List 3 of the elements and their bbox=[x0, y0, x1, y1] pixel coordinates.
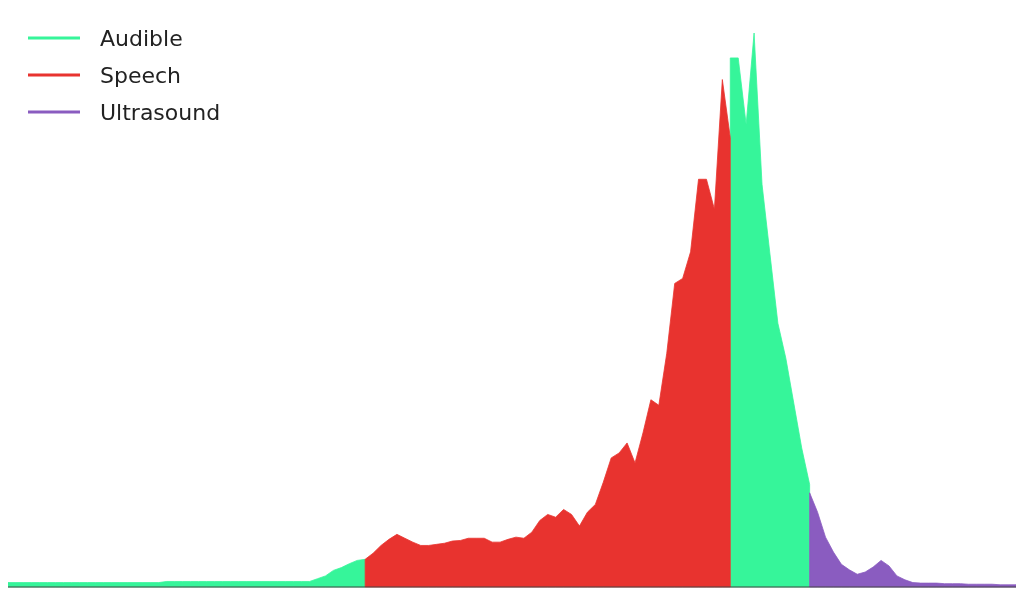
legend-label: Speech bbox=[100, 63, 182, 88]
legend-label: Ultrasound bbox=[100, 100, 221, 125]
legend-label: Audible bbox=[100, 26, 183, 51]
